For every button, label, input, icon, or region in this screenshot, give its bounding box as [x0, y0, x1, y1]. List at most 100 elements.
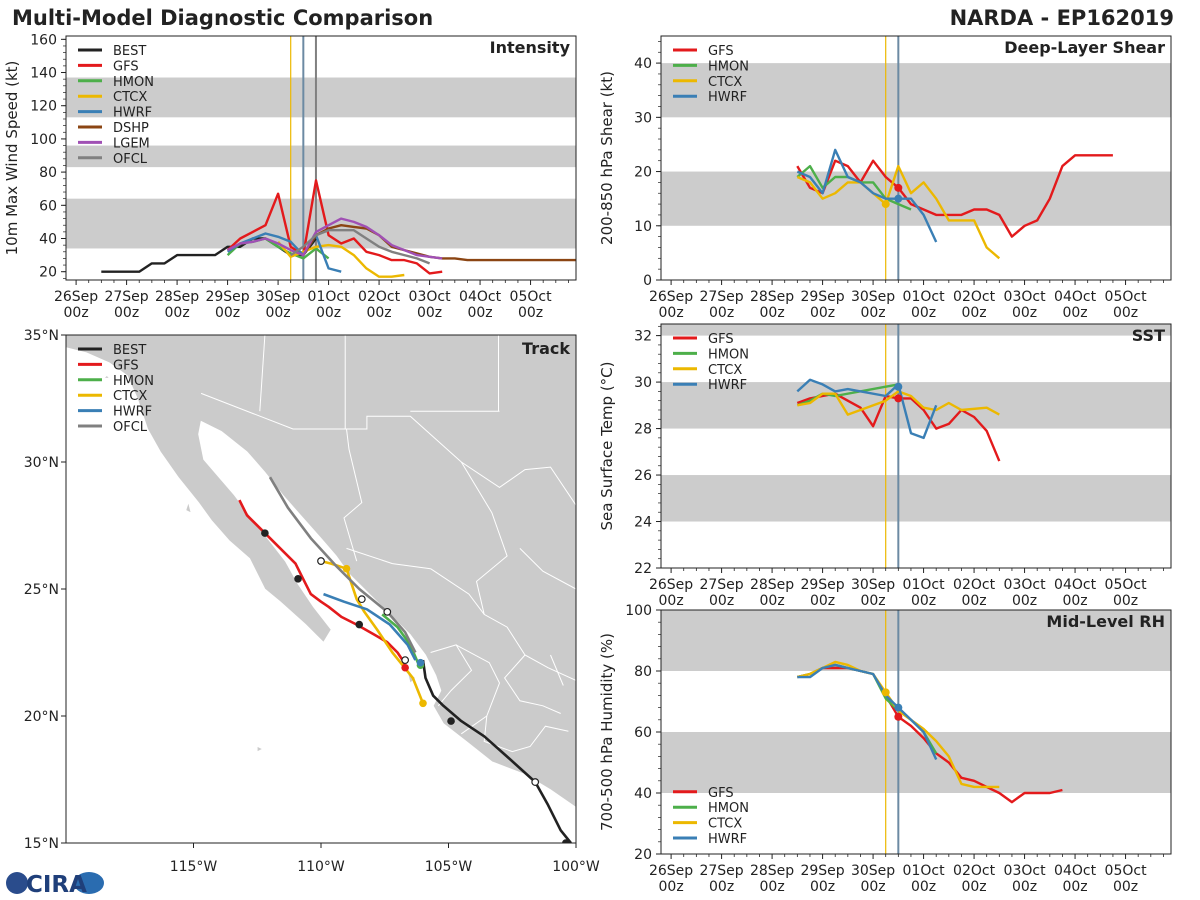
x-tick-label-day: 29Sep [800, 863, 844, 879]
y-tick-label: 40 [634, 56, 652, 72]
x-tick-label-day: 05Oct [1105, 577, 1148, 593]
political-border [430, 644, 473, 707]
shaded-band [661, 475, 1171, 522]
track-point-best [447, 717, 455, 725]
track-point-gfs [401, 663, 409, 672]
island [103, 375, 111, 379]
shaded-band [661, 610, 1171, 671]
political-border [460, 461, 508, 615]
political-border [259, 335, 266, 412]
x-tick-label-day: 01Oct [308, 289, 351, 305]
track-point-gfs [294, 575, 302, 583]
x-tick-label-hour: 00z [659, 593, 684, 609]
x-tick-label-day: 02Oct [358, 289, 401, 305]
x-tick-label-hour: 00z [911, 879, 936, 895]
series-line-hwrf [796, 148, 938, 243]
series-line-hwrf [226, 232, 342, 273]
lat-tick-label: 30°N [24, 455, 59, 471]
track-line-ofcl [268, 476, 417, 654]
y-tick-label: 20 [634, 165, 652, 181]
rh-plot-area [661, 610, 1171, 854]
x-tick-label-day: 03Oct [1004, 863, 1047, 879]
marker-hwrf [894, 703, 903, 712]
legend-label-dshp: DSHP [113, 121, 149, 136]
legend-label-ctcx: CTCX [708, 75, 742, 90]
marker-hwrf [894, 194, 903, 203]
x-tick-label-hour: 00z [467, 305, 492, 321]
political-border [346, 547, 431, 570]
shear-title: Deep-Layer Shear [1004, 38, 1165, 57]
marker-gfs [894, 183, 903, 192]
island [256, 746, 264, 753]
legend-label-gfs: GFS [113, 358, 139, 373]
x-tick-label-day: 02Oct [953, 863, 996, 879]
track-point-gfs [355, 620, 364, 629]
x-tick-label-day: 29Sep [800, 577, 844, 593]
x-tick-label-hour: 00z [114, 305, 139, 321]
x-tick-label-hour: 00z [215, 305, 240, 321]
track-point-open-ofcl [357, 595, 366, 604]
x-tick-label-hour: 00z [1062, 305, 1087, 321]
y-tick-label: 40 [39, 232, 57, 248]
x-tick-label-day: 28Sep [155, 289, 199, 305]
marker-hwrf [894, 382, 903, 391]
x-tick-label-hour: 00z [709, 305, 734, 321]
x-tick-label-day: 30Sep [851, 289, 895, 305]
x-tick-label-hour: 00z [518, 305, 543, 321]
sst-title: SST [1132, 326, 1165, 345]
legend-label-gfs: GFS [708, 44, 734, 59]
cira-logo-text: CIRA [26, 872, 87, 898]
y-tick-label: 160 [30, 32, 57, 48]
x-tick-label-day: 01Oct [903, 863, 946, 879]
legend-label-hwrf: HWRF [708, 832, 747, 847]
shaded-band [661, 324, 1171, 336]
storm-id: NARDA - EP162019 [950, 6, 1174, 30]
track-point-open-ofcl [401, 656, 410, 665]
x-tick-label-day: 03Oct [409, 289, 452, 305]
x-tick-label-hour: 00z [265, 305, 290, 321]
lat-tick-label: 35°N [24, 328, 59, 344]
legend-label-gfs: GFS [708, 786, 734, 801]
legend-label-ofcl: OFCL [113, 420, 148, 435]
x-tick-label-hour: 00z [1113, 879, 1138, 895]
series-line-ctcx [796, 164, 1001, 260]
rh-title: Mid-Level RH [1046, 612, 1165, 631]
legend-label-gfs: GFS [708, 332, 734, 347]
x-tick-label-day: 29Sep [205, 289, 249, 305]
y-tick-label: 30 [634, 375, 652, 391]
series-line-gfs [226, 179, 443, 275]
x-tick-label-hour: 00z [760, 305, 785, 321]
series-line-lgem [227, 217, 443, 260]
x-tick-label-day: 05Oct [1105, 289, 1148, 305]
x-tick-label-day: 28Sep [750, 863, 794, 879]
x-tick-label-day: 05Oct [510, 289, 553, 305]
x-tick-label-hour: 00z [1012, 593, 1037, 609]
y-tick-label: 22 [634, 561, 652, 577]
x-tick-label-hour: 00z [165, 305, 190, 321]
x-tick-label-hour: 00z [1113, 305, 1138, 321]
y-tick-label: 20 [634, 847, 652, 863]
series-line-hwrf [797, 663, 938, 760]
x-tick-label-day: 27Sep [699, 289, 743, 305]
sst-plot-area [661, 324, 1171, 568]
y-tick-label: 28 [634, 422, 652, 438]
track-point-ctcx [342, 564, 351, 573]
x-tick-label-hour: 00z [1113, 593, 1138, 609]
x-tick-label-day: 01Oct [903, 577, 946, 593]
legend-label-hmon: HMON [708, 347, 749, 362]
y-tick-label: 140 [30, 66, 57, 82]
y-tick-label: 40 [634, 786, 652, 802]
x-tick-label-hour: 00z [860, 879, 885, 895]
track-title: Track [522, 339, 570, 358]
lon-tick-label: 105°W [425, 859, 473, 875]
y-tick-label: 20 [39, 265, 57, 281]
y-tick-label: 24 [634, 515, 652, 531]
x-tick-label-hour: 00z [1012, 879, 1037, 895]
x-tick-label-hour: 00z [417, 305, 442, 321]
political-border [503, 654, 561, 714]
marker-gfs [894, 712, 903, 721]
lat-tick-label: 20°N [24, 709, 59, 725]
x-tick-label-hour: 00z [1062, 593, 1087, 609]
legend-label-hwrf: HWRF [708, 90, 747, 105]
